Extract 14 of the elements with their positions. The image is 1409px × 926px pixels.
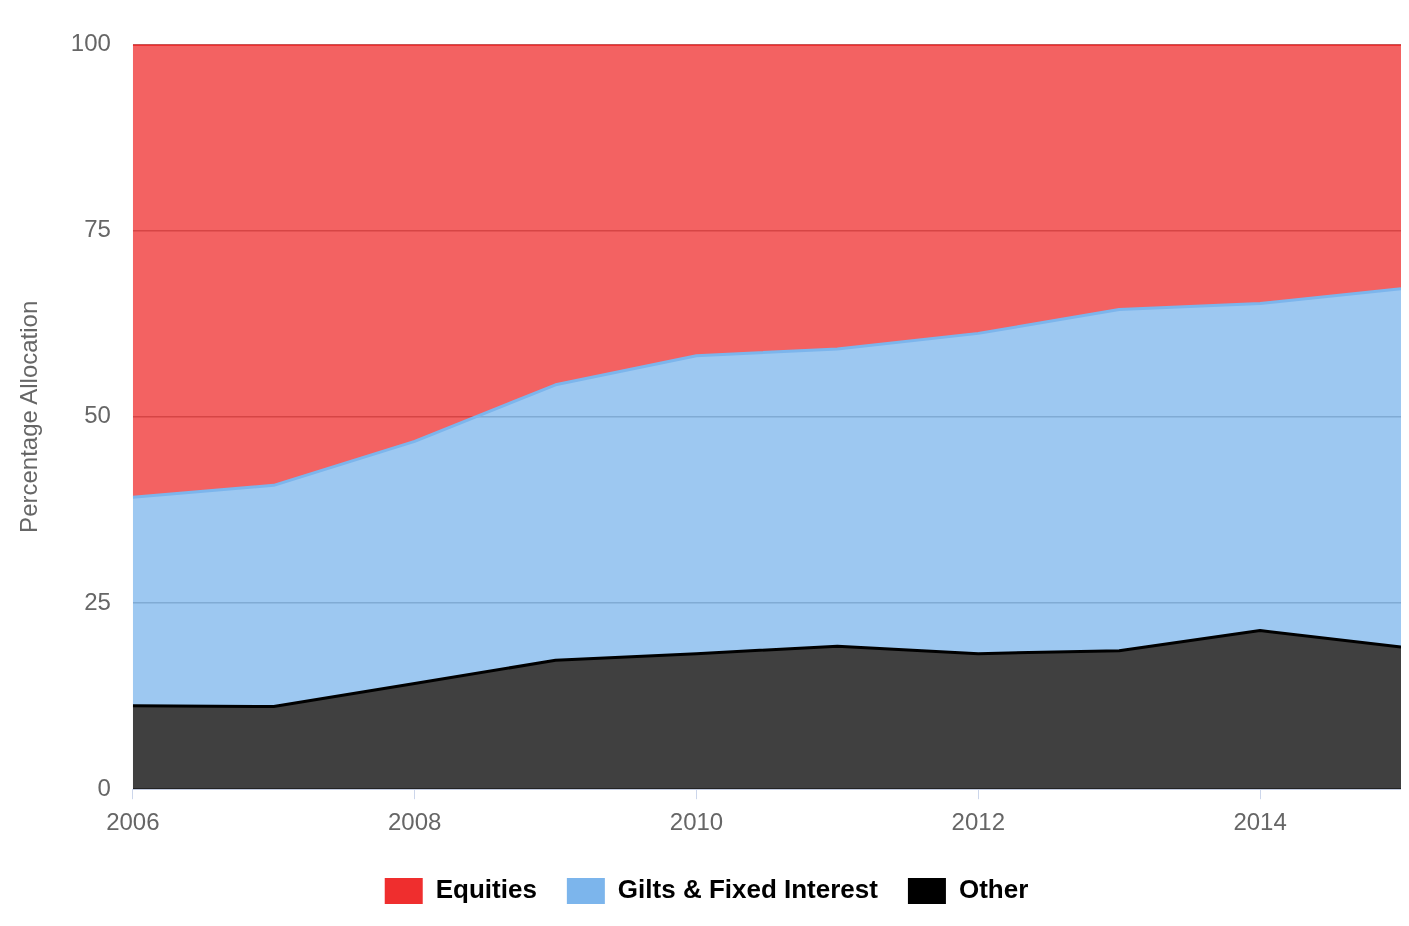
x-tick-label: 2008 — [387, 808, 442, 836]
y-axis-title: Percentage Allocation — [15, 300, 43, 533]
legend-label: Gilts & Fixed Interest — [617, 874, 879, 905]
y-tick-label: 0 — [97, 773, 111, 801]
y-tick-label: 50 — [84, 401, 111, 429]
legend-label: Other — [958, 874, 1029, 905]
y-tick-label: 75 — [84, 215, 111, 243]
x-tick-label: 2006 — [106, 808, 160, 836]
y-tick-label: 25 — [84, 587, 111, 615]
x-tick-label: 2010 — [669, 808, 724, 836]
x-tick-label: 2014 — [1233, 808, 1287, 836]
x-tick-label: 2012 — [951, 808, 1005, 836]
legend-label: Equities — [435, 874, 537, 905]
y-tick-label: 100 — [70, 29, 111, 57]
